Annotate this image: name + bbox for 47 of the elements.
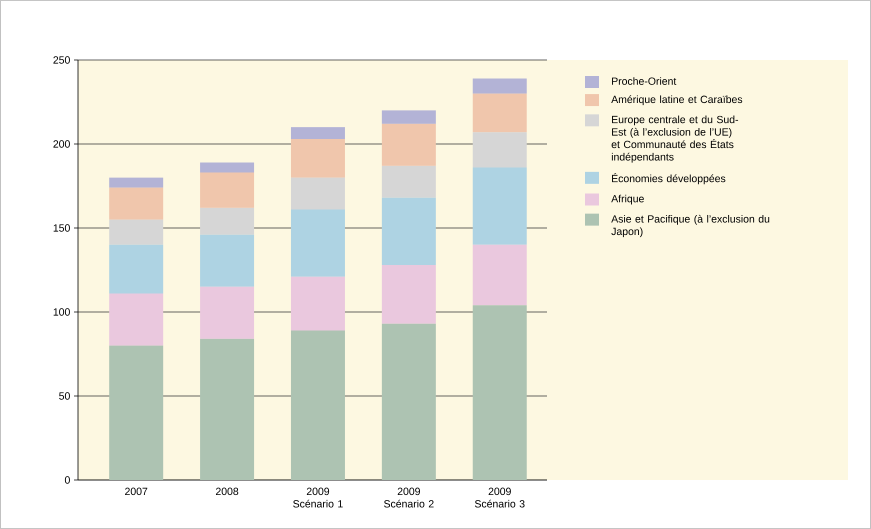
legend-label: Économies développées <box>612 173 726 184</box>
x-tick-label: 2008 <box>216 488 238 496</box>
bar <box>472 78 527 94</box>
bar <box>109 188 164 220</box>
bar <box>472 168 527 245</box>
bar <box>109 178 164 188</box>
legend-label: Amérique latine et Caraïbes <box>611 95 742 106</box>
bar <box>472 305 527 480</box>
bar <box>382 124 436 166</box>
bar <box>382 110 436 124</box>
legend-label: Asie et Pacifique (à l’exclusion du Japon) <box>611 214 770 238</box>
bar <box>382 166 436 198</box>
bar <box>109 220 164 245</box>
y-tick-label: 100 <box>54 308 70 316</box>
bar <box>200 208 254 235</box>
bar <box>290 127 345 139</box>
bar <box>109 346 164 480</box>
x-tick-label: 2009 Scénario 1 <box>293 488 343 508</box>
legend-label: Afrique <box>611 194 644 204</box>
bar <box>200 286 254 339</box>
bar <box>290 178 345 210</box>
y-tick-label: 50 <box>59 392 70 400</box>
bar <box>382 324 436 480</box>
bar <box>472 244 527 306</box>
legend-label: Europe centrale et du Sud-Est (à l’exclusion de l’UE) et Communauté des États indépendants <box>612 116 738 163</box>
bar <box>109 244 164 294</box>
bar <box>382 264 436 324</box>
bar <box>472 132 527 168</box>
bar <box>200 162 254 173</box>
bar <box>472 94 527 132</box>
legend-label: Proche-Orient <box>612 77 676 85</box>
y-tick-label: 150 <box>54 224 70 232</box>
bar <box>200 172 254 208</box>
bar <box>290 210 345 277</box>
bar <box>109 294 164 346</box>
x-tick-label: 2007 <box>125 488 148 496</box>
bar <box>290 276 345 330</box>
bar <box>290 138 345 178</box>
bar <box>200 338 254 480</box>
bar <box>382 198 436 265</box>
y-tick-label: 250 <box>53 56 70 64</box>
x-tick-label: 2009 Scénario 3 <box>474 488 525 508</box>
bar <box>200 234 254 287</box>
x-tick-label: 2009 Scénario 2 <box>384 488 434 508</box>
y-tick-label: 200 <box>53 140 70 148</box>
bar <box>290 330 345 480</box>
y-tick-label: 0 <box>64 476 70 484</box>
